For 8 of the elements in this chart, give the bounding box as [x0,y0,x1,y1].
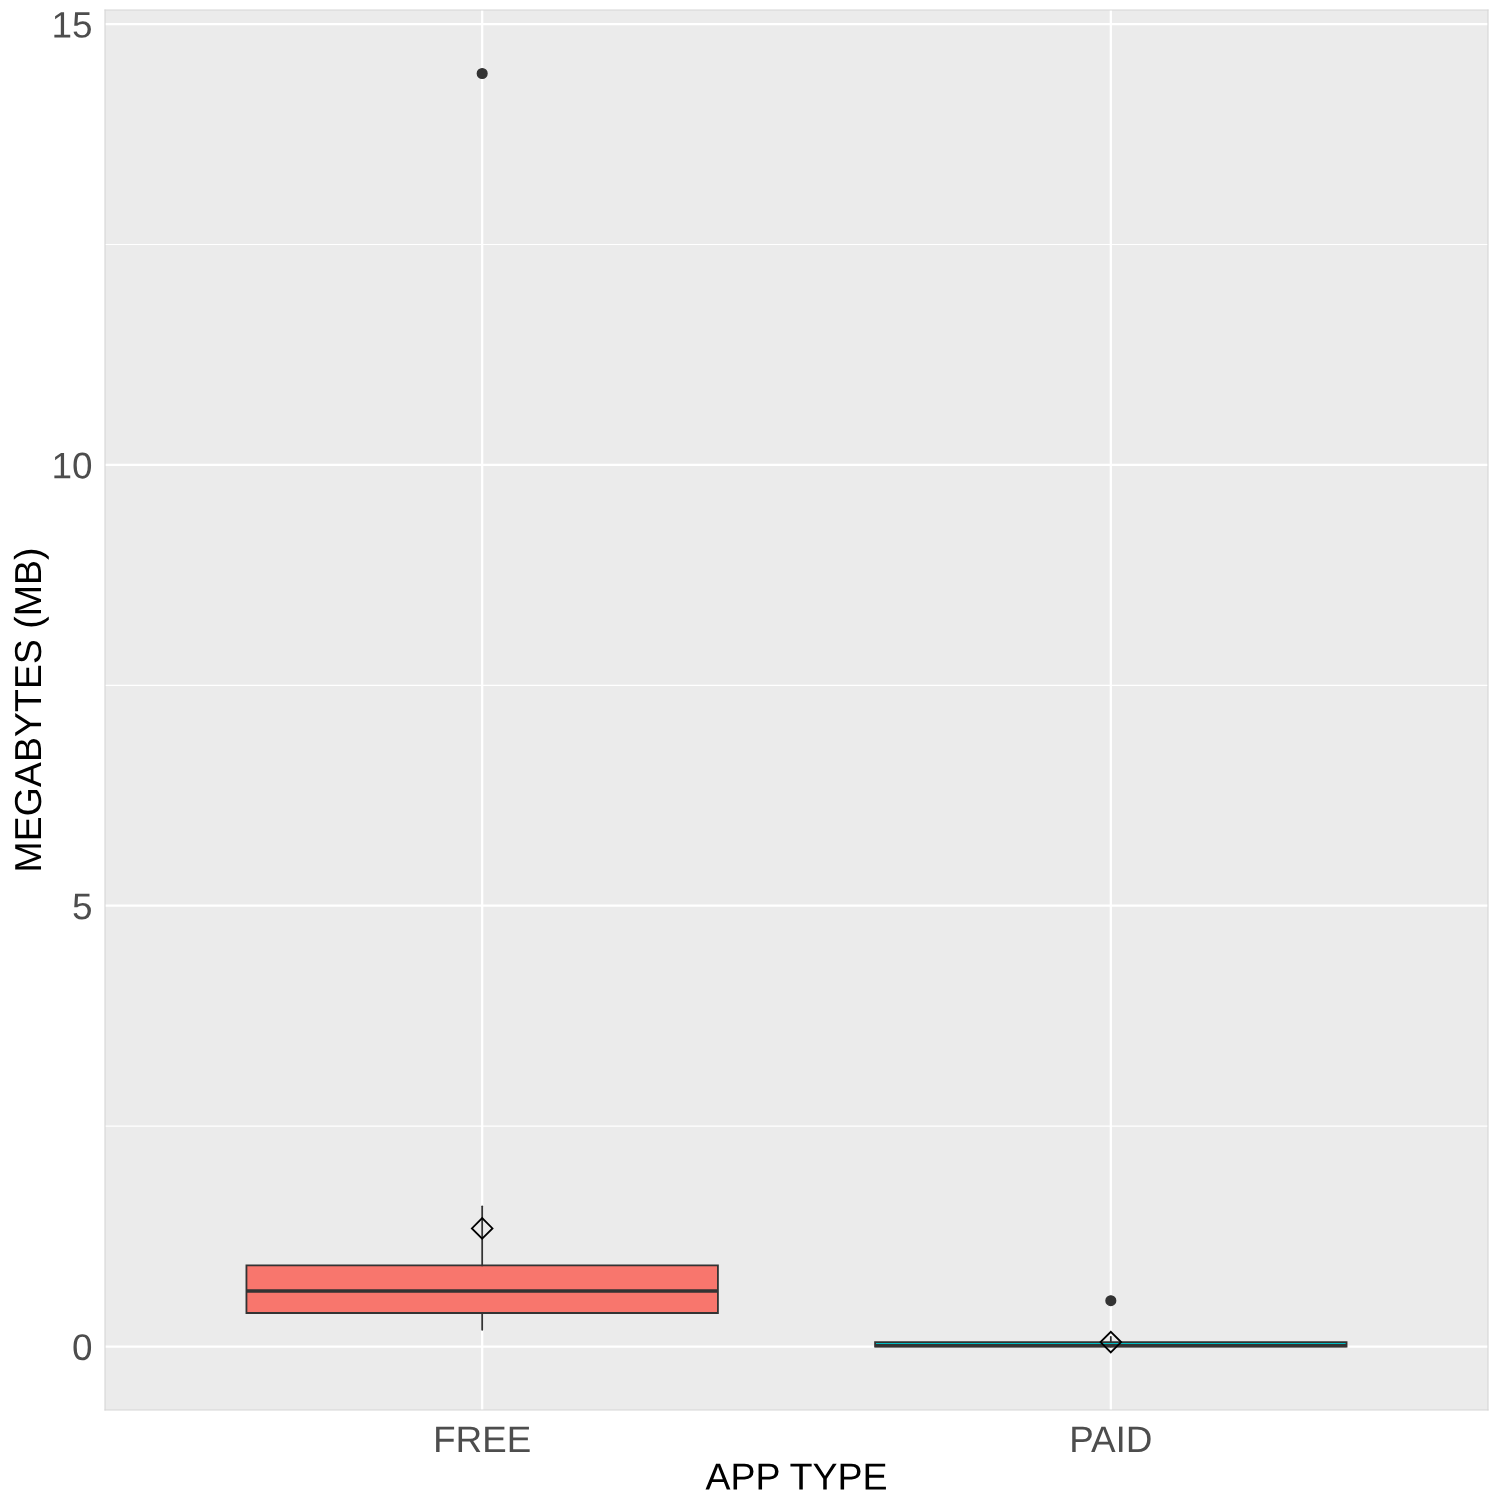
y-axis-title: MEGABYTES (MB) [13,549,49,870]
y-tick-label: 5 [73,893,91,920]
x-tick-label: FREE [436,1426,530,1452]
y-tick-label: 0 [73,1334,92,1361]
x-tick-label: PAID [1072,1426,1151,1452]
x-axis-title: APP TYPE [705,1463,886,1490]
y-tick-label: 15 [54,12,91,38]
y-tick-label: 10 [54,452,92,479]
